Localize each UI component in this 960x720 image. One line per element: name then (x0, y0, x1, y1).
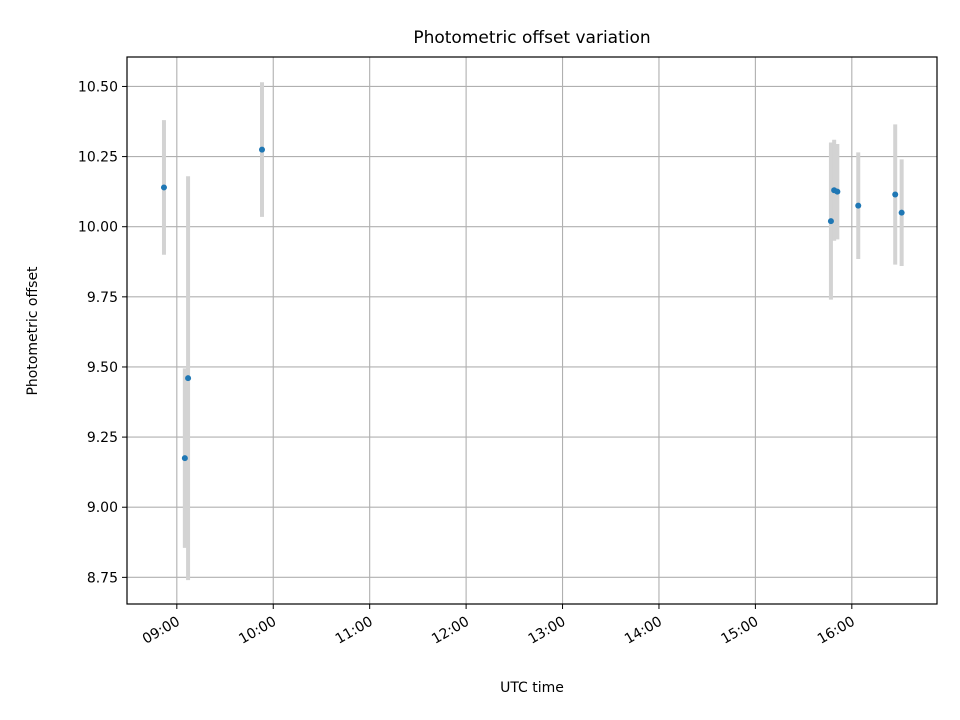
data-point (898, 209, 905, 216)
y-axis-label: Photometric offset (25, 266, 41, 396)
data-point (855, 202, 862, 209)
y-axis-ticks: 8.75 9.00 9.25 9.50 9.75 10.00 10.25 10.50 (78, 79, 127, 586)
chart-title: Photometric offset variation (413, 28, 650, 48)
x-axis-label: UTC time (500, 680, 564, 696)
y-tick-label: 10.25 (78, 150, 118, 166)
data-point (892, 191, 899, 198)
grid-lines (127, 57, 937, 604)
data-point (834, 188, 841, 195)
data-point (185, 375, 192, 382)
y-tick-label: 9.75 (87, 290, 118, 306)
plot-frame (126, 56, 938, 605)
y-tick-label: 9.25 (87, 430, 118, 446)
data-points (160, 146, 905, 462)
y-tick-label: 9.00 (87, 500, 118, 516)
data-point (827, 218, 834, 225)
y-tick-label: 10.50 (78, 79, 118, 95)
data-point (160, 184, 167, 191)
y-tick-label: 8.75 (87, 570, 118, 586)
data-point (259, 146, 265, 153)
y-tick-label: 9.50 (87, 360, 118, 376)
y-tick-label: 10.00 (78, 220, 118, 236)
data-point (181, 455, 188, 462)
